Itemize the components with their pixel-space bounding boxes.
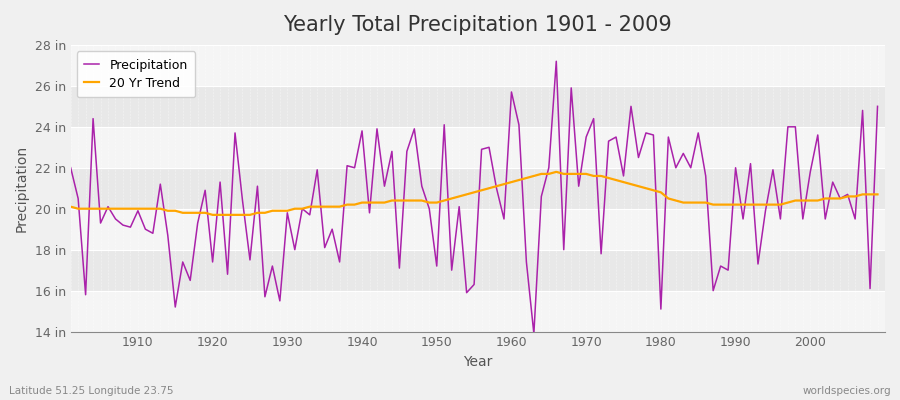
Bar [71, 250, 885, 291]
Precipitation [290, 247, 301, 252]
20 Yr Trend [514, 178, 525, 182]
Bar [71, 168, 885, 209]
Y-axis label: Precipitation: Precipitation [15, 145, 29, 232]
Precipitation [551, 59, 562, 64]
20 Yr Trend [66, 204, 77, 209]
Legend: Precipitation, 20 Yr Trend: Precipitation, 20 Yr Trend [76, 51, 195, 97]
Line: Precipitation: Precipitation [71, 61, 878, 334]
20 Yr Trend [551, 170, 562, 174]
20 Yr Trend [872, 192, 883, 197]
Text: worldspecies.org: worldspecies.org [803, 386, 891, 396]
Bar [71, 45, 885, 86]
20 Yr Trend [297, 206, 308, 211]
Precipitation [610, 135, 621, 140]
Bar [71, 86, 885, 127]
20 Yr Trend [207, 212, 218, 217]
20 Yr Trend [342, 202, 353, 207]
X-axis label: Year: Year [464, 355, 492, 369]
Line: 20 Yr Trend: 20 Yr Trend [71, 172, 878, 215]
Precipitation [872, 104, 883, 109]
Bar [71, 291, 885, 332]
Precipitation [334, 260, 345, 264]
Bar [71, 209, 885, 250]
20 Yr Trend [506, 180, 517, 184]
Title: Yearly Total Precipitation 1901 - 2009: Yearly Total Precipitation 1901 - 2009 [284, 15, 672, 35]
Precipitation [506, 90, 517, 94]
20 Yr Trend [610, 178, 621, 182]
20 Yr Trend [125, 206, 136, 211]
Bar [71, 127, 885, 168]
Precipitation [66, 165, 77, 170]
Precipitation [499, 216, 509, 221]
Precipitation [528, 331, 539, 336]
Text: Latitude 51.25 Longitude 23.75: Latitude 51.25 Longitude 23.75 [9, 386, 174, 396]
Precipitation [125, 225, 136, 230]
